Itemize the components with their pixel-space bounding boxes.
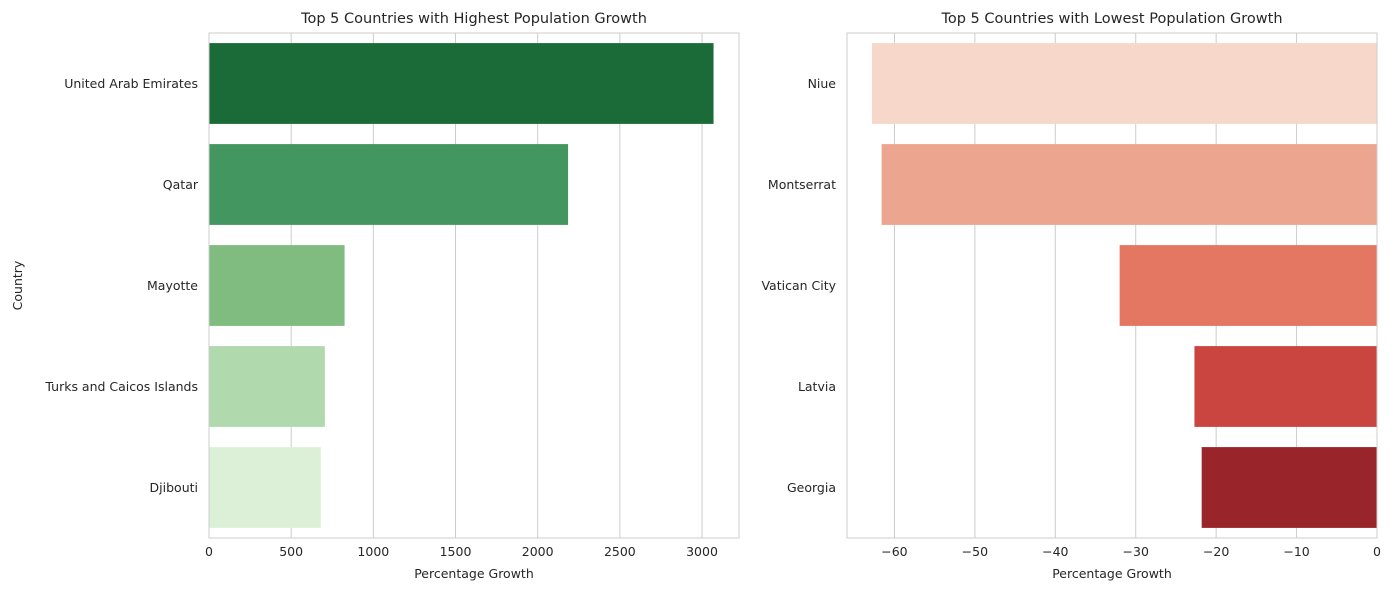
bar	[209, 144, 569, 225]
bar	[209, 43, 714, 124]
y-tick-label: United Arab Emirates	[64, 76, 198, 91]
y-tick-label: Turks and Caicos Islands	[44, 379, 198, 394]
chart-title: Top 5 Countries with Lowest Population G…	[940, 11, 1282, 27]
x-tick-label: 0	[1373, 544, 1381, 559]
plot-frame	[846, 32, 1378, 539]
bar	[1201, 447, 1377, 528]
x-tick-label: 3000	[686, 544, 718, 559]
y-tick-label: Niue	[808, 76, 837, 91]
bar	[209, 346, 325, 427]
y-tick-label: Vatican City	[761, 278, 836, 293]
bar	[1119, 245, 1377, 326]
lowest-growth-chart: Percentage Growth Niue Montserrat Vatican …	[761, 11, 1381, 581]
y-tick-label: Mayotte	[147, 278, 198, 293]
y-axis-label: Country	[10, 260, 25, 310]
x-axis-label: Percentage Growth	[414, 566, 534, 581]
x-tick-label: 0	[205, 544, 213, 559]
x-tick-label: −10	[1283, 544, 1309, 559]
x-tick-label: −30	[1123, 544, 1149, 559]
bar	[871, 43, 1377, 124]
x-tick-label: 2000	[522, 544, 554, 559]
y-tick-label: Qatar	[163, 177, 199, 192]
y-tick-label: Djibouti	[150, 480, 198, 495]
x-tick-label: −60	[881, 544, 907, 559]
plot-frame	[208, 32, 740, 539]
x-tick-label: −40	[1042, 544, 1068, 559]
highest-growth-chart: Percentage Growth Country United Arab Em…	[10, 11, 740, 581]
x-tick-label: 2500	[604, 544, 636, 559]
y-tick-label: Montserrat	[768, 177, 836, 192]
x-tick-label: −20	[1203, 544, 1229, 559]
x-tick-label: 1000	[357, 544, 389, 559]
y-tick-label: Georgia	[787, 480, 836, 495]
x-tick-label: −50	[962, 544, 988, 559]
y-tick-label: Latvia	[798, 379, 836, 394]
bar	[209, 447, 321, 528]
bar	[881, 144, 1377, 225]
x-tick-label: 500	[279, 544, 303, 559]
bar	[1194, 346, 1377, 427]
x-tick-label: 1500	[440, 544, 472, 559]
bar	[209, 245, 345, 326]
chart-title: Top 5 Countries with Highest Population …	[300, 11, 647, 27]
x-axis-label: Percentage Growth	[1052, 566, 1172, 581]
